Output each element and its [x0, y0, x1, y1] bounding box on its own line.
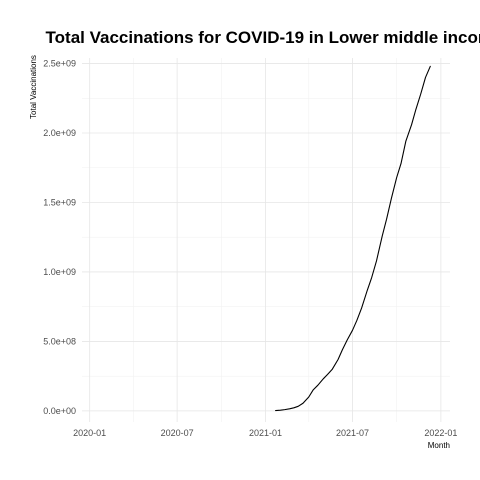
- x-tick-label: 2021-07: [336, 428, 369, 438]
- series-line: [275, 65, 431, 412]
- series-layer: [275, 65, 431, 412]
- y-tick-label: 2.5e+09: [43, 59, 76, 69]
- x-tick-label: 2022-01: [424, 428, 457, 438]
- tick-labels: 2020-01 2020-07 2021-01 2021-07 2022-01 0.0e+…: [43, 59, 457, 438]
- y-tick-label: 0.0e+00: [43, 406, 76, 416]
- x-axis-label: Month: [428, 441, 450, 450]
- y-tick-label: 1.0e+09: [43, 267, 76, 277]
- y-tick-label: 2.0e+09: [43, 128, 76, 138]
- x-tick-label: 2021-01: [249, 428, 282, 438]
- y-tick-label: 1.5e+09: [43, 197, 76, 207]
- grid: [82, 58, 450, 422]
- y-tick-label: 5.0e+08: [43, 336, 76, 346]
- y-axis-label: Total Vaccinations: [29, 55, 38, 119]
- x-tick-label: 2020-01: [73, 428, 106, 438]
- x-tick-label: 2020-07: [161, 428, 194, 438]
- chart-title: Total Vaccinations for COVID-19 in Lower…: [46, 28, 480, 47]
